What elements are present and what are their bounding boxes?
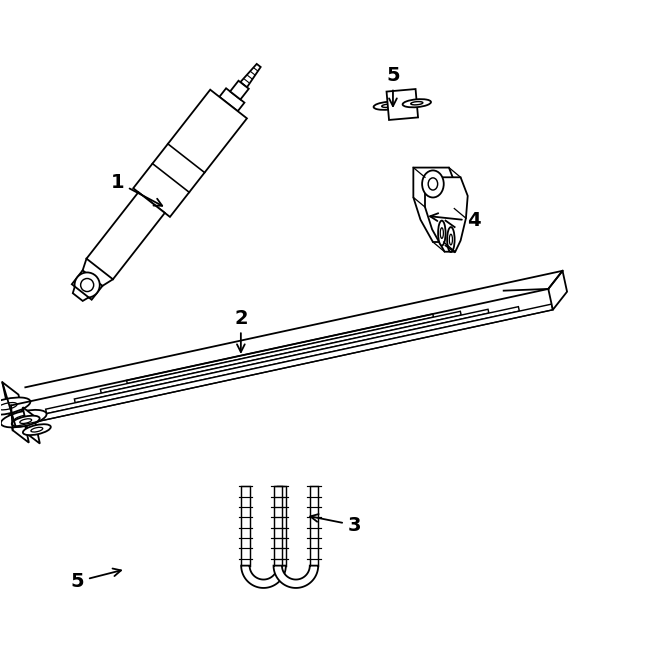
Text: 4: 4 [430,211,481,230]
Polygon shape [425,177,468,252]
Polygon shape [274,487,282,565]
Polygon shape [72,270,103,300]
Text: 1: 1 [111,173,162,206]
Polygon shape [549,271,567,310]
Polygon shape [73,287,88,301]
Polygon shape [74,309,489,402]
Ellipse shape [374,102,402,110]
Ellipse shape [440,228,443,238]
Ellipse shape [1,410,47,428]
Ellipse shape [411,101,422,105]
Ellipse shape [428,178,437,190]
Polygon shape [3,382,29,443]
Ellipse shape [0,402,17,410]
Polygon shape [127,314,434,383]
Ellipse shape [449,234,452,245]
Polygon shape [23,407,40,444]
Polygon shape [240,64,261,87]
Polygon shape [220,88,244,111]
Ellipse shape [422,170,444,197]
Polygon shape [100,311,461,393]
Polygon shape [133,89,247,217]
Ellipse shape [14,415,33,422]
Text: 5: 5 [386,66,400,106]
Polygon shape [86,192,165,279]
Text: 2: 2 [234,308,248,352]
Ellipse shape [23,424,51,435]
Ellipse shape [402,99,431,107]
Polygon shape [413,167,456,242]
Ellipse shape [12,416,40,426]
Ellipse shape [20,419,32,424]
Ellipse shape [0,397,31,415]
Polygon shape [230,81,249,99]
Polygon shape [278,487,286,565]
Polygon shape [241,487,250,565]
Polygon shape [241,565,286,588]
Text: 3: 3 [310,514,361,535]
Ellipse shape [382,104,394,107]
Polygon shape [310,487,318,565]
Text: 5: 5 [71,569,121,591]
Circle shape [75,273,99,298]
Polygon shape [14,304,552,426]
Polygon shape [274,565,318,588]
Ellipse shape [31,428,43,432]
Circle shape [81,279,94,291]
Polygon shape [387,89,418,120]
Ellipse shape [447,227,454,252]
Ellipse shape [438,220,445,246]
Polygon shape [46,307,519,414]
